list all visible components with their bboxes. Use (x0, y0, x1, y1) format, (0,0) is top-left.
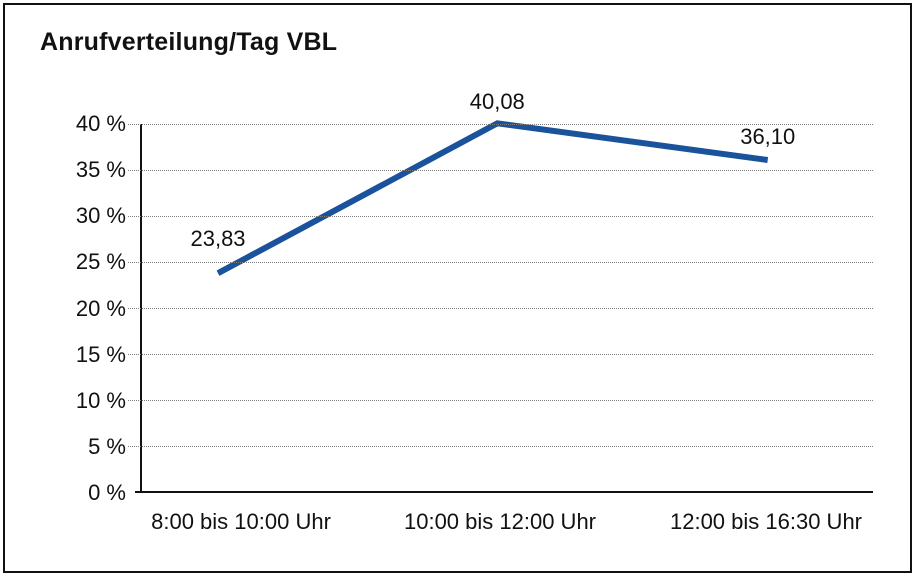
y-tick-label: 0 % (88, 480, 126, 505)
gridline (128, 354, 873, 356)
x-tick-label: 12:00 bis 16:30 Uhr (669, 509, 863, 534)
gridline (128, 261, 873, 263)
y-tick-label: 10 % (75, 387, 126, 413)
x-axis-line (135, 491, 873, 493)
y-tick-label: 35 % (75, 157, 126, 183)
gridline (128, 123, 873, 125)
data-point-label: 23,83 (190, 226, 246, 252)
y-tick-label: 5 % (88, 433, 126, 459)
data-point-label: 40,08 (469, 89, 525, 115)
chart-title: Anrufverteilung/Tag VBL (40, 28, 338, 56)
x-tick-label: 8:00 bis 10:00 Uhr (151, 509, 331, 534)
x-tick-label: 10:00 bis 12:00 Uhr (403, 509, 597, 534)
y-tick-label: 40 % (75, 111, 126, 136)
y-tick-label: 25 % (75, 249, 126, 275)
data-series-line (216, 120, 769, 276)
gridline (128, 400, 873, 402)
y-tick-label: 30 % (75, 203, 126, 229)
gridline (128, 308, 873, 309)
y-tick-label: 15 % (75, 341, 126, 367)
gridline (128, 169, 873, 171)
gridline (128, 446, 873, 448)
gridline (128, 215, 873, 217)
data-point-label: 36,10 (740, 123, 796, 149)
y-tick-label: 20 % (75, 295, 126, 321)
